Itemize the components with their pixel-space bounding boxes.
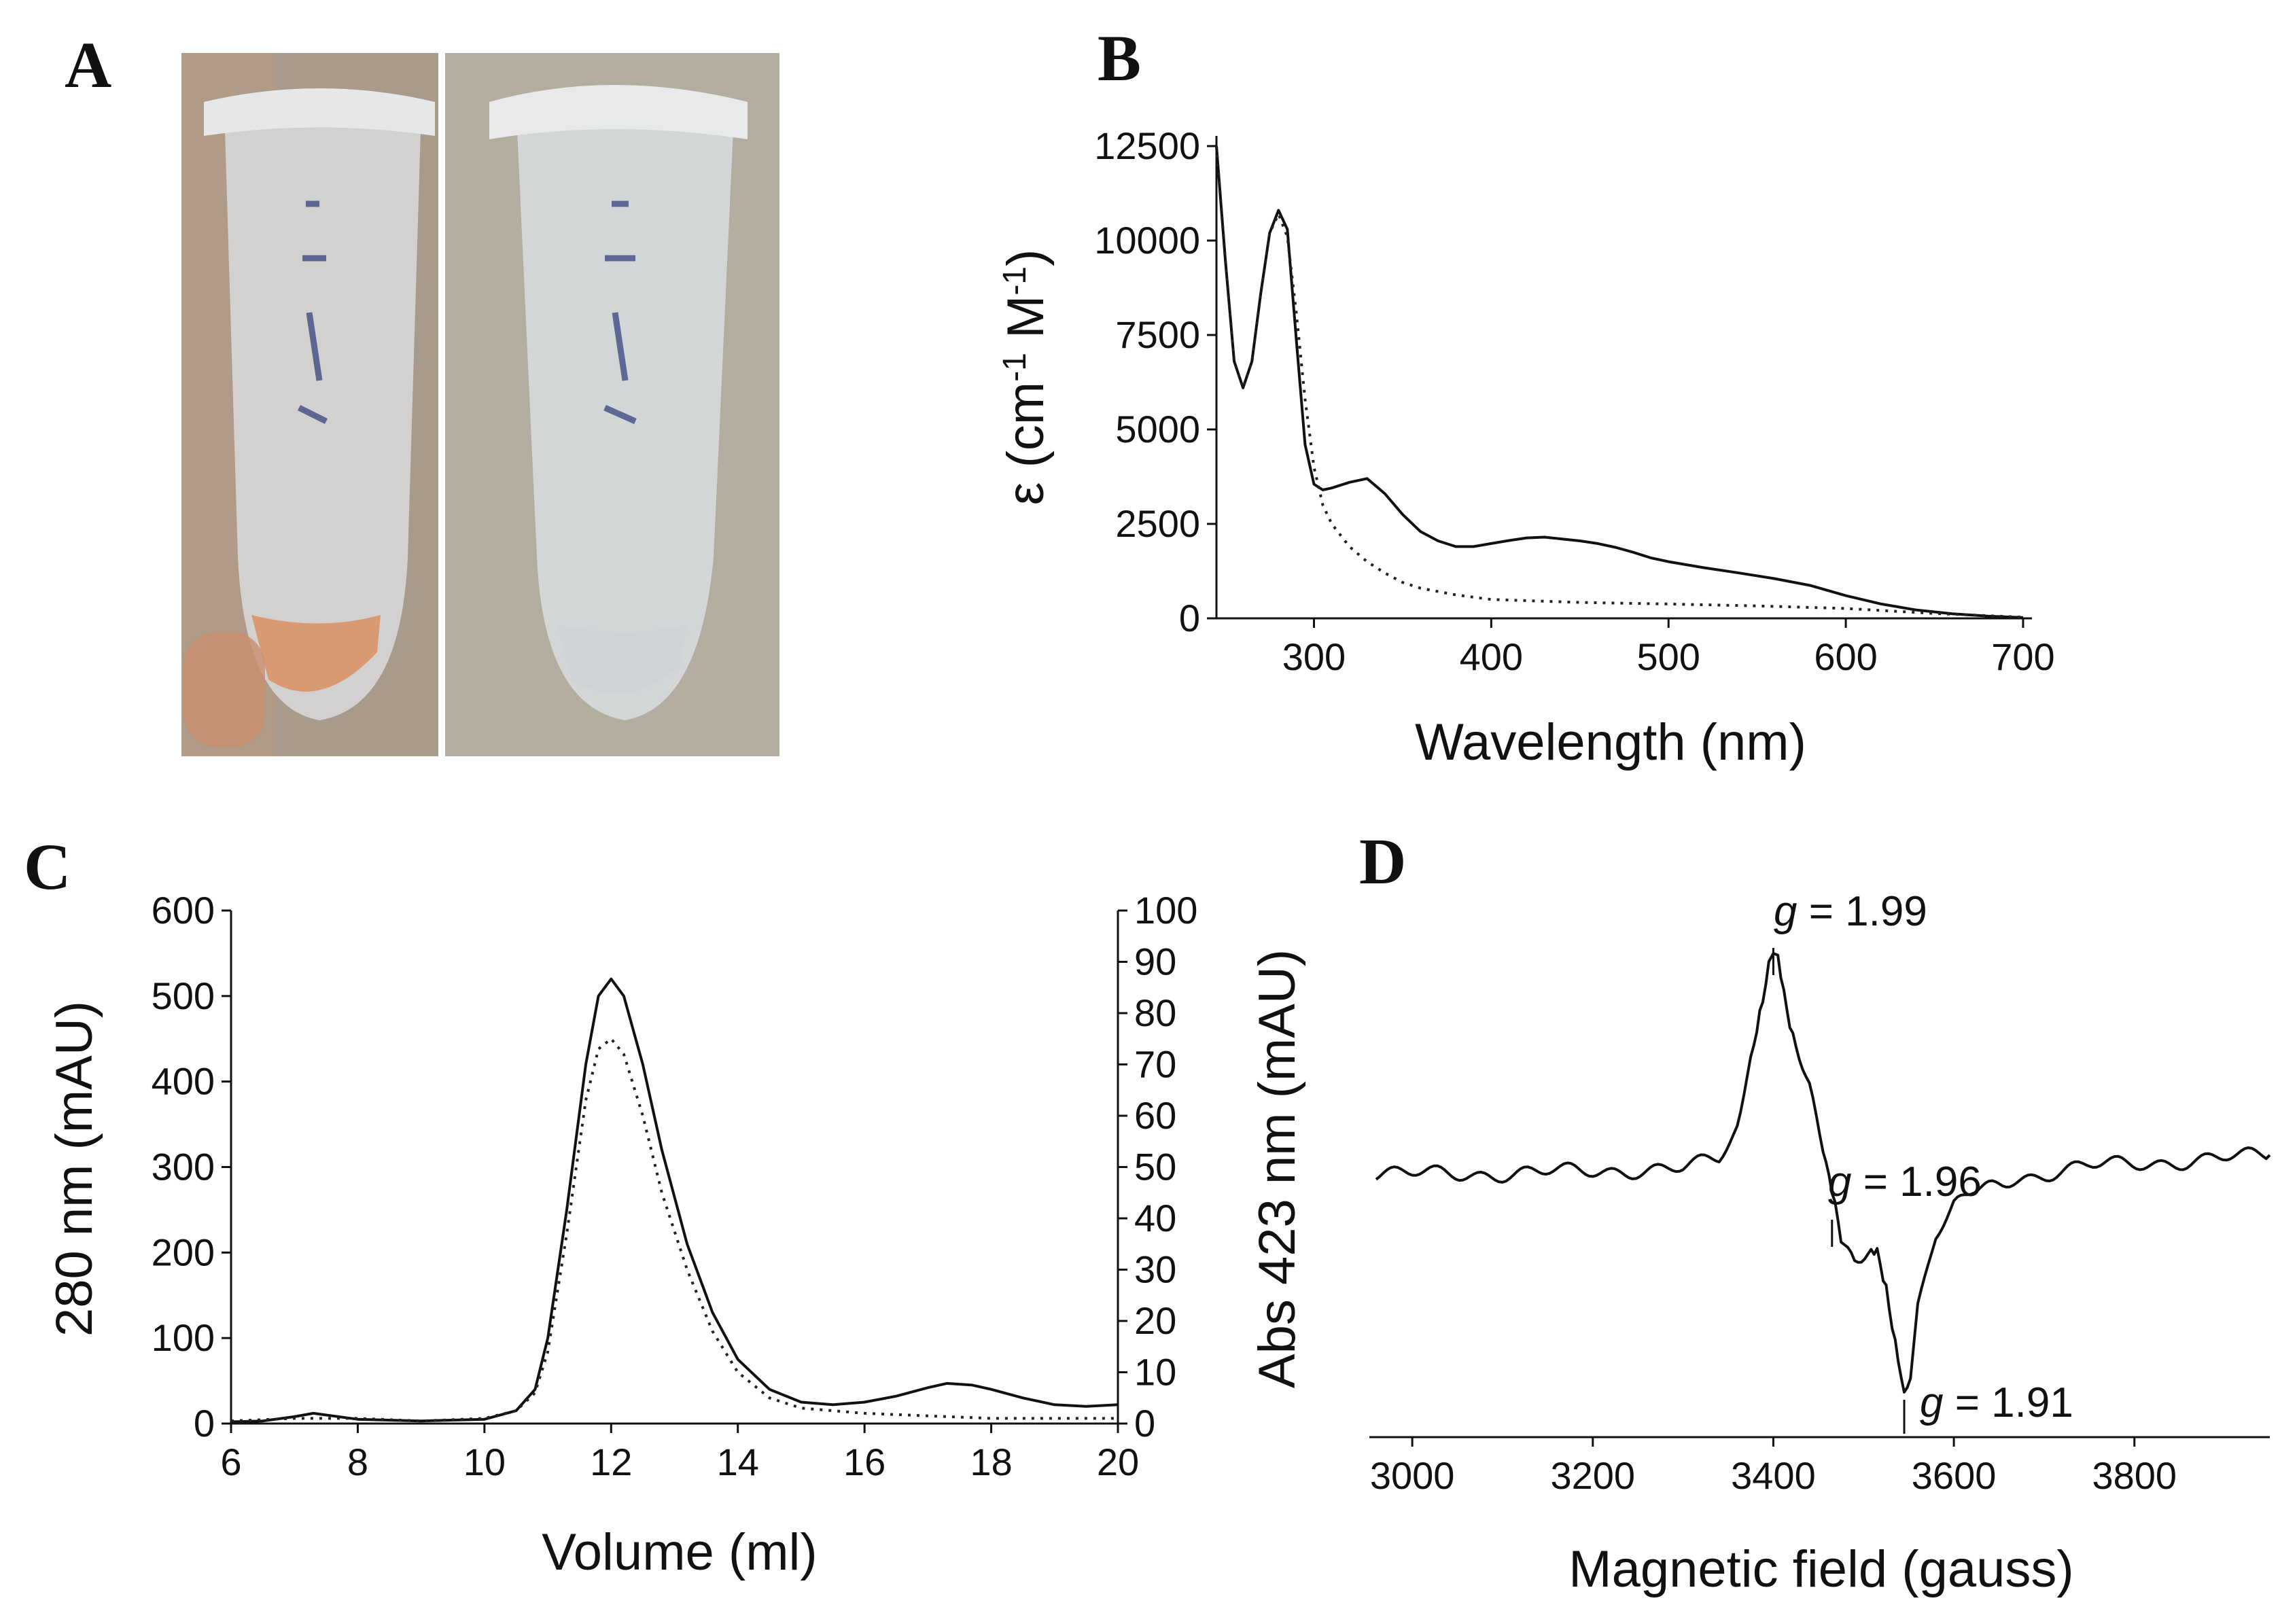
y-axis-title: ε (cm-1 M-1)	[997, 249, 1055, 506]
x-tick-label-3800: 3800	[2092, 1454, 2177, 1497]
x-tick-label-16: 16	[843, 1441, 885, 1483]
y-axis-title-right: Abs 423 nm (mAU)	[1248, 949, 1306, 1388]
panel-c: C 0 100 200 300 400 500 600 0 10 20 30 40 50 60 70 80 9…	[24, 830, 1306, 1581]
x-tick-label-20: 20	[1097, 1441, 1139, 1483]
y-right-tick-label-40: 40	[1134, 1197, 1176, 1239]
series-line-280nm	[230, 977, 1119, 1424]
tube-pellet	[557, 625, 686, 694]
tube-pellet	[251, 615, 381, 692]
panel-label-b: B	[1098, 22, 1141, 94]
y-right-tick-label-20: 20	[1134, 1299, 1176, 1342]
x-ticks: 300 400 500 600 700	[1282, 618, 2055, 678]
x-tick-label-3600: 3600	[1912, 1454, 1997, 1497]
y-ticks: 0 2500 5000 7500 10000 12500	[1094, 124, 1216, 639]
x-tick-label-300: 300	[1282, 635, 1346, 678]
g-value-annotations: g = 1.99 g = 1.96 g = 1.91	[1772, 888, 2073, 1434]
y-tick-label-0: 0	[1179, 597, 1200, 639]
series-line-dotted	[1215, 145, 2024, 619]
y-left-tick-label-400: 400	[152, 1060, 215, 1103]
x-ticks: 6 8 10 12 14 16 18 20	[220, 1424, 1139, 1483]
y-right-tick-label-30: 30	[1134, 1248, 1176, 1291]
x-tick-label-600: 600	[1814, 635, 1877, 678]
panel-a: A	[65, 29, 779, 756]
y-tick-label-2500: 2500	[1115, 502, 1200, 545]
series-line-epr	[1375, 952, 2271, 1394]
y-left-tick-label-0: 0	[194, 1402, 215, 1445]
y-left-tick-label-300: 300	[152, 1146, 215, 1188]
x-tick-label-8: 8	[347, 1441, 368, 1483]
tube-writing	[297, 200, 328, 425]
x-tick-label-3000: 3000	[1370, 1454, 1455, 1497]
y-left-tick-label-100: 100	[152, 1316, 215, 1359]
g-label-2: g = 1.96	[1828, 1159, 1982, 1205]
photo-tube-left	[181, 53, 438, 756]
y-tick-label-10000: 10000	[1094, 219, 1200, 262]
y-left-tick-label-500: 500	[152, 974, 215, 1017]
x-tick-label-3400: 3400	[1731, 1454, 1816, 1497]
panel-d: D 3000 3200 3400 3600 3800 g = 1.99g = 1.96g…	[1359, 825, 2271, 1598]
tube-cap	[489, 85, 748, 139]
g-label-3: g = 1.91	[1920, 1379, 2073, 1426]
tube-body	[224, 109, 421, 720]
x-ticks: 3000 3200 3400 3600 3800	[1370, 1437, 2177, 1497]
series-line-423nm	[230, 1037, 1118, 1423]
y-tick-label-5000: 5000	[1115, 408, 1200, 451]
x-tick-label-500: 500	[1636, 635, 1700, 678]
neighbor-tube	[183, 632, 265, 747]
tube-writing	[603, 200, 637, 425]
y-right-tick-label-10: 10	[1134, 1351, 1176, 1394]
panel-label-a: A	[65, 29, 111, 101]
panel-label-c: C	[24, 830, 71, 903]
tube-cap	[204, 88, 435, 136]
x-tick-label-6: 6	[220, 1441, 241, 1483]
x-axis-title: Volume (ml)	[542, 1523, 817, 1581]
y-right-tick-label-70: 70	[1134, 1043, 1176, 1086]
y-tick-label-12500: 12500	[1094, 124, 1200, 167]
y-right-tick-label-100: 100	[1134, 889, 1197, 932]
x-axis-title: Magnetic field (gauss)	[1568, 1540, 2073, 1598]
y-right-tick-label-50: 50	[1134, 1146, 1176, 1188]
series-line-solid	[1215, 145, 2024, 619]
y-right-tick-label-80: 80	[1134, 991, 1176, 1034]
photo-divider	[438, 53, 445, 756]
panel-label-d: D	[1359, 825, 1406, 898]
y-right-tick-label-90: 90	[1134, 940, 1176, 983]
y-left-tick-label-200: 200	[152, 1231, 215, 1273]
y-ticks-left: 0 100 200 300 400 500 600	[152, 889, 231, 1445]
y-right-tick-label-60: 60	[1134, 1094, 1176, 1137]
x-axis-title: Wavelength (nm)	[1415, 713, 1806, 771]
g-label-1: g = 1.99	[1774, 888, 1927, 935]
x-tick-label-700: 700	[1991, 635, 2054, 678]
x-tick-label-3200: 3200	[1550, 1454, 1635, 1497]
y-left-tick-label-600: 600	[152, 889, 215, 932]
y-ticks-right: 0 10 20 30 40 50 60 70 80 90 100	[1118, 889, 1197, 1445]
photo-tube-right	[445, 53, 779, 756]
y-tick-label-7500: 7500	[1115, 313, 1200, 356]
x-tick-label-14: 14	[717, 1441, 759, 1483]
x-tick-label-12: 12	[590, 1441, 632, 1483]
panel-b: B 0 2500 5000 7500 10000 12500 300 400 500 600 70…	[997, 22, 2055, 771]
x-tick-label-400: 400	[1460, 635, 1523, 678]
x-tick-label-10: 10	[463, 1441, 506, 1483]
y-axis-title-left: 280 nm (mAU)	[46, 1001, 103, 1337]
y-right-tick-label-0: 0	[1134, 1402, 1155, 1445]
x-tick-label-18: 18	[970, 1441, 1012, 1483]
